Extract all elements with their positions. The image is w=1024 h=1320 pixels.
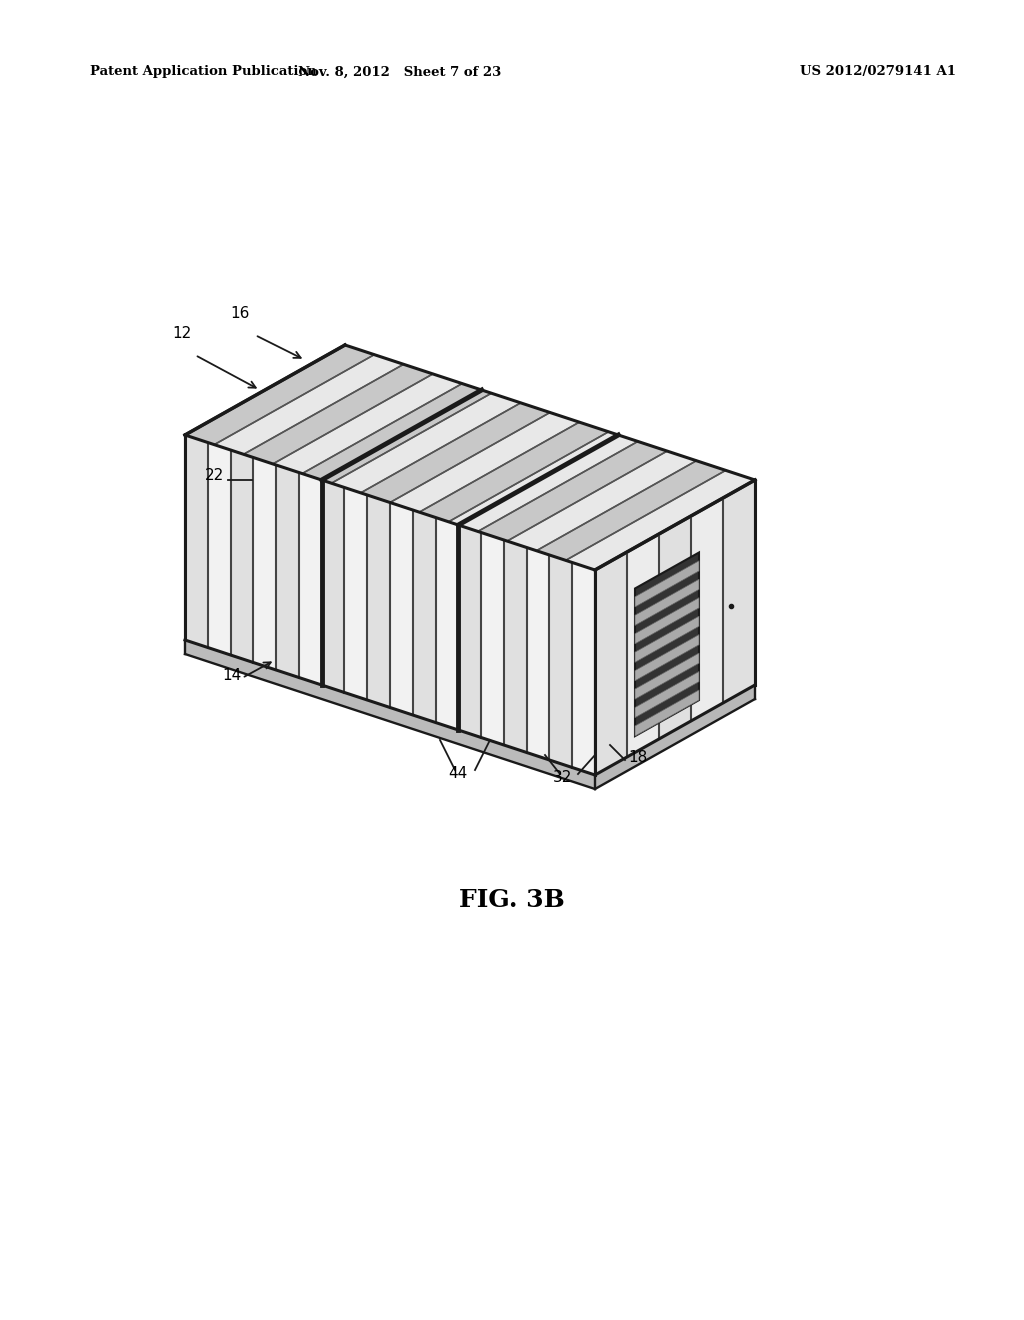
Text: 18: 18 bbox=[628, 750, 647, 766]
Polygon shape bbox=[230, 450, 253, 663]
Text: 44: 44 bbox=[449, 766, 468, 781]
Polygon shape bbox=[635, 672, 699, 718]
Polygon shape bbox=[723, 480, 755, 704]
Polygon shape bbox=[635, 561, 699, 607]
Polygon shape bbox=[276, 465, 299, 677]
Polygon shape bbox=[595, 685, 755, 789]
Polygon shape bbox=[185, 640, 595, 789]
Polygon shape bbox=[368, 495, 390, 708]
Polygon shape bbox=[185, 345, 375, 445]
Polygon shape bbox=[635, 690, 699, 737]
Polygon shape bbox=[635, 598, 699, 644]
Polygon shape bbox=[413, 510, 435, 722]
Polygon shape bbox=[550, 554, 572, 767]
Polygon shape bbox=[537, 461, 726, 561]
Polygon shape bbox=[595, 552, 627, 775]
Polygon shape bbox=[459, 525, 481, 738]
Text: 32: 32 bbox=[552, 770, 571, 785]
Text: 12: 12 bbox=[172, 326, 191, 341]
Polygon shape bbox=[244, 364, 433, 463]
Polygon shape bbox=[185, 436, 208, 648]
Text: Patent Application Publication: Patent Application Publication bbox=[90, 66, 316, 78]
Polygon shape bbox=[635, 653, 699, 700]
Polygon shape bbox=[322, 480, 344, 693]
Polygon shape bbox=[504, 540, 526, 752]
Polygon shape bbox=[478, 441, 668, 541]
Text: 22: 22 bbox=[205, 469, 224, 483]
Polygon shape bbox=[595, 480, 755, 775]
Polygon shape bbox=[419, 422, 608, 521]
Polygon shape bbox=[185, 436, 595, 775]
Text: US 2012/0279141 A1: US 2012/0279141 A1 bbox=[800, 66, 956, 78]
Polygon shape bbox=[635, 579, 699, 626]
Polygon shape bbox=[635, 616, 699, 663]
Polygon shape bbox=[302, 384, 492, 483]
Text: 16: 16 bbox=[230, 306, 250, 321]
Text: 14: 14 bbox=[222, 668, 242, 682]
Polygon shape bbox=[659, 516, 691, 739]
Text: Nov. 8, 2012   Sheet 7 of 23: Nov. 8, 2012 Sheet 7 of 23 bbox=[298, 66, 502, 78]
Polygon shape bbox=[185, 345, 755, 570]
Polygon shape bbox=[635, 553, 699, 737]
Text: FIG. 3B: FIG. 3B bbox=[459, 888, 565, 912]
Polygon shape bbox=[360, 403, 550, 503]
Polygon shape bbox=[635, 635, 699, 681]
